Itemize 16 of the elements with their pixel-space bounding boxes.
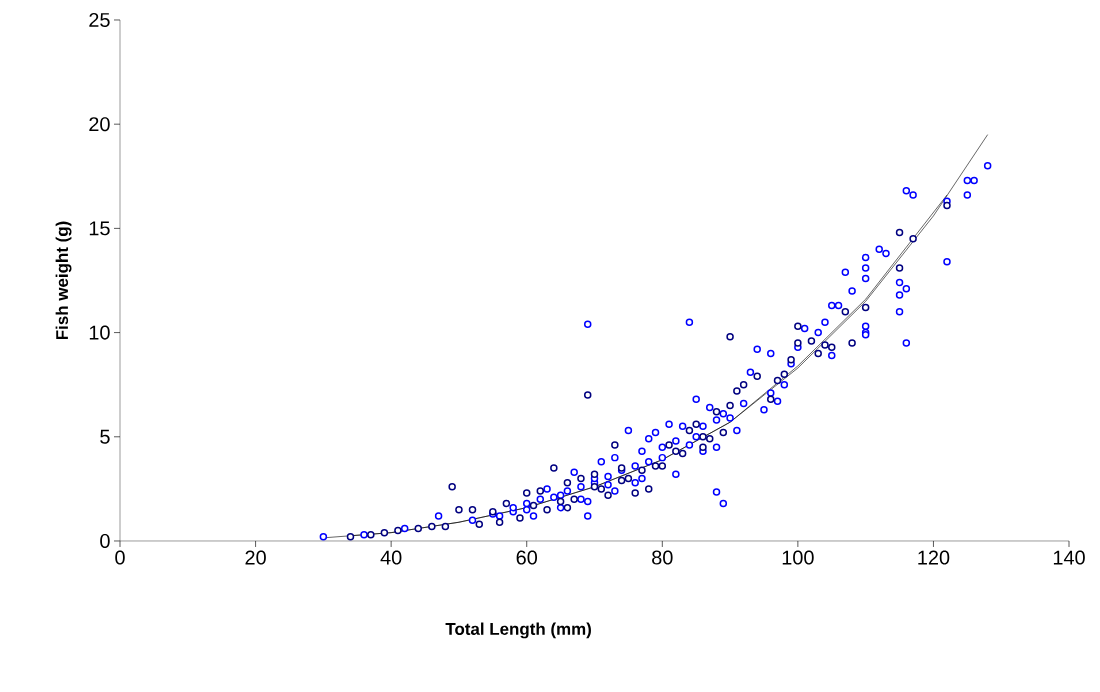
y-tick-label: 20: [89, 117, 110, 132]
x-tick-label: 60: [516, 550, 538, 565]
x-tick-label: 20: [245, 550, 266, 565]
x-tick-label: 80: [652, 550, 673, 565]
y-tick-label: 10: [89, 325, 110, 340]
x-tick-label: 100: [782, 550, 814, 565]
x-tick-label: 0: [115, 550, 125, 565]
x-tick-label: 40: [380, 550, 402, 565]
x-tick-label: 140: [1053, 550, 1085, 565]
y-tick-label: 25: [89, 12, 110, 28]
y-tick-label: 0: [100, 533, 110, 549]
x-axis-title: Total Length (mm): [445, 622, 591, 639]
y-tick-label: 15: [89, 221, 110, 236]
x-tick-label: 120: [918, 550, 950, 565]
y-tick-label: 5: [100, 429, 110, 444]
y-axis-title: Fish weight (g): [55, 221, 72, 340]
